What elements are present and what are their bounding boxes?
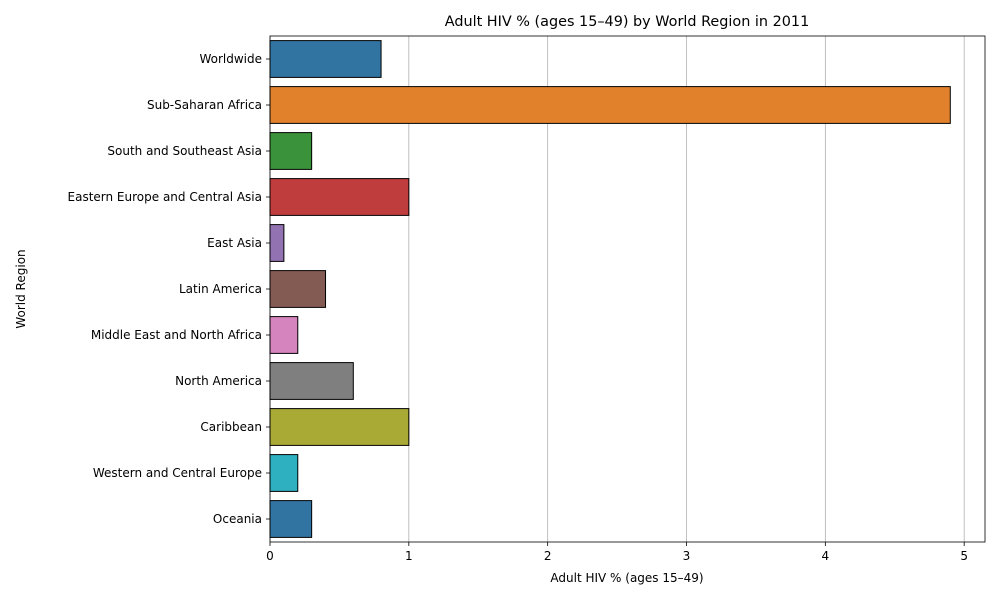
bar <box>269 224 285 262</box>
y-tick-label: Oceania <box>213 512 262 526</box>
x-tick-label: 2 <box>544 549 552 563</box>
y-tick-label: Worldwide <box>199 52 262 66</box>
y-tick-label: Sub-Saharan Africa <box>147 98 262 112</box>
x-tick-label: 3 <box>683 549 691 563</box>
bar <box>269 40 382 78</box>
y-tick-label: Middle East and North Africa <box>91 328 262 342</box>
x-axis-label: Adult HIV % (ages 15–49) <box>550 571 703 585</box>
bar <box>269 500 313 538</box>
y-tick-label: Eastern Europe and Central Asia <box>68 190 262 204</box>
bars-layer <box>269 40 951 538</box>
y-tick-label: South and Southeast Asia <box>107 144 262 158</box>
bar <box>269 132 313 170</box>
bar <box>269 270 327 308</box>
bar <box>269 178 410 216</box>
bar <box>269 362 354 400</box>
bar <box>269 408 410 446</box>
y-tick-label: East Asia <box>207 236 262 250</box>
y-tick-label: Caribbean <box>200 420 262 434</box>
y-tick-label: Western and Central Europe <box>93 466 262 480</box>
chart-title: Adult HIV % (ages 15–49) by World Region… <box>445 14 810 30</box>
x-tick-label: 0 <box>266 549 274 563</box>
x-tick-label: 4 <box>822 549 830 563</box>
y-tick-label: Latin America <box>179 282 262 296</box>
y-tick-label: North America <box>175 374 262 388</box>
ticks-layer: 0 1 2 3 4 5 Worldwide Sub-Saharan Africa South a… <box>68 52 968 563</box>
x-tick-label: 1 <box>405 549 413 563</box>
y-axis-label: World Region <box>14 249 28 328</box>
bar <box>269 86 951 124</box>
bar <box>269 316 299 354</box>
x-tick-label: 5 <box>960 549 968 563</box>
bar <box>269 454 299 492</box>
